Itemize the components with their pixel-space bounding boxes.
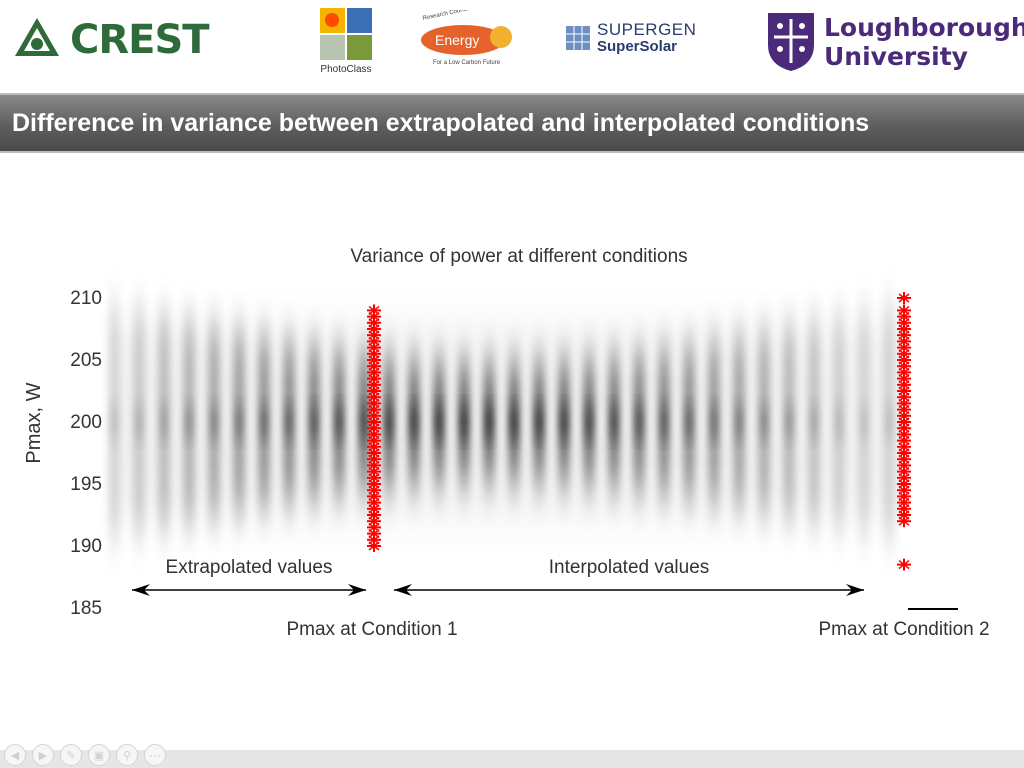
density-core <box>759 408 769 436</box>
density-core <box>709 408 719 436</box>
density-core <box>784 408 794 436</box>
density-core <box>434 408 444 436</box>
density-core <box>234 408 244 436</box>
density-core <box>259 408 269 436</box>
red-point <box>367 304 381 317</box>
logo-bar: CREST PhotoClass Research Councils UK En… <box>0 0 1024 86</box>
y-tick-label: 200 <box>70 412 102 433</box>
lboro-line1: Loughborough <box>824 13 1024 42</box>
density-core <box>659 408 669 436</box>
slide-title: Difference in variance between extrapola… <box>12 109 870 137</box>
density-core <box>384 408 394 436</box>
nav-zoom-icon[interactable]: ⚲ <box>116 744 138 766</box>
density-core <box>509 408 519 436</box>
density-core <box>334 408 344 436</box>
density-core <box>359 408 369 436</box>
annotations: Extrapolated values Interpolated values <box>132 557 864 596</box>
density-core <box>459 408 469 436</box>
rcuk-energy-logo: Research Councils UK Energy For a Low Ca… <box>421 10 512 66</box>
y-tick-label: 190 <box>70 536 102 557</box>
loughborough-logo: Loughborough University <box>766 10 1024 74</box>
density-core <box>134 408 144 436</box>
solar-panel-icon <box>566 26 590 50</box>
photoclass-logo: PhotoClass <box>318 6 374 76</box>
density-core <box>484 408 494 436</box>
density-core <box>409 408 419 436</box>
y-tick-label: 195 <box>70 474 102 495</box>
supergen-line1: SUPERGEN <box>597 20 697 39</box>
slide-title-bar: Difference in variance between extrapola… <box>0 93 1024 153</box>
supergen-logo: SUPERGEN SuperSolar <box>565 18 696 58</box>
university-crest-icon <box>768 13 814 71</box>
density-core <box>684 408 694 436</box>
density-core <box>309 408 319 436</box>
photoclass-tiles-icon <box>320 8 372 60</box>
nav-more-icon[interactable]: ⋯ <box>144 744 166 766</box>
density-core <box>734 408 744 436</box>
density-core <box>109 408 119 436</box>
y-tick-label: 210 <box>70 288 102 309</box>
density-cloud <box>108 304 900 540</box>
density-core <box>809 408 819 436</box>
slide-nav: ◀ ▶ ✎ ▣ ⚲ ⋯ <box>4 744 166 766</box>
bottom-bar <box>0 750 1024 768</box>
crest-wordmark: CREST <box>70 17 210 63</box>
density-core <box>559 408 569 436</box>
series-label: Pmax at Condition 2 <box>818 619 989 640</box>
density-core <box>209 408 219 436</box>
series-label: Pmax at Condition 1 <box>286 619 457 640</box>
red-series: Pmax at Condition 1 Pmax at Condition 2 <box>286 292 990 640</box>
density-haze <box>110 322 900 522</box>
y-tick-label: 205 <box>70 350 102 371</box>
annotation-label: Interpolated values <box>549 557 710 578</box>
supergen-line2: SuperSolar <box>597 38 678 55</box>
photoclass-label: PhotoClass <box>320 64 372 75</box>
crest-recycle-icon <box>15 18 59 56</box>
y-tick-label: 185 <box>70 598 102 619</box>
chart-title: Variance of power at different condition… <box>350 246 687 267</box>
variance-chart: Variance of power at different condition… <box>23 246 990 640</box>
energy-text: Energy <box>435 32 479 48</box>
red-point <box>897 292 911 304</box>
density-core <box>184 408 194 436</box>
nav-slides-icon[interactable]: ▣ <box>88 744 110 766</box>
nav-prev-icon[interactable]: ◀ <box>4 744 26 766</box>
density-core <box>884 408 894 436</box>
density-core <box>834 408 844 436</box>
density-core <box>534 408 544 436</box>
annotation-label: Extrapolated values <box>166 557 333 578</box>
density-core <box>634 408 644 436</box>
density-core <box>284 408 294 436</box>
energy-bottom-text: For a Low Carbon Future <box>433 60 501 66</box>
nav-pen-icon[interactable]: ✎ <box>60 744 82 766</box>
density-core <box>584 408 594 436</box>
y-axis-ticks: 210 205 200 195 190 185 <box>70 288 102 619</box>
nav-next-icon[interactable]: ▶ <box>32 744 54 766</box>
annotation-arrow <box>394 584 864 596</box>
y-axis-label: Pmax, W <box>23 382 45 463</box>
density-core <box>159 408 169 436</box>
lboro-line2: University <box>824 42 968 71</box>
energy-top-text: Research Councils UK <box>422 10 482 22</box>
red-point <box>897 558 911 571</box>
density-core <box>859 408 869 436</box>
red-point <box>897 304 911 317</box>
crest-logo: CREST <box>12 12 210 68</box>
density-core <box>609 408 619 436</box>
annotation-arrow <box>132 584 366 596</box>
